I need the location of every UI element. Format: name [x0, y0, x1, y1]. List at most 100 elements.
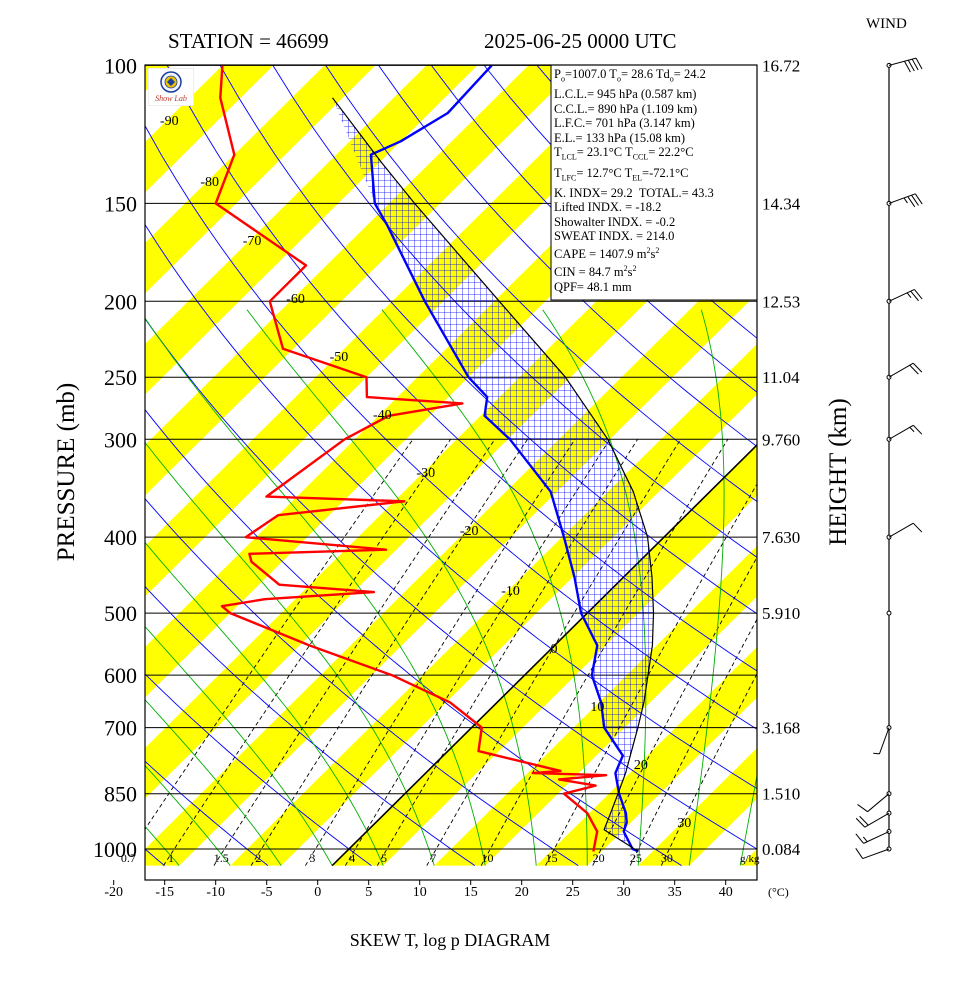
x-tick-label: 20	[515, 885, 529, 900]
wind-barb-feather	[914, 193, 923, 205]
wind-barb-staff	[862, 848, 890, 860]
dry-adiabat	[145, 408, 682, 866]
mixing-ratio-line	[480, 439, 729, 866]
t-lfc-el-line: TLFC= 12.7°C TEL=-72.1°C	[554, 165, 689, 183]
mixing-ratio-label: 30	[661, 851, 673, 865]
zero-isotherm	[331, 443, 757, 867]
x-tick-label: -20	[104, 885, 123, 900]
mixing-ratio-label: 4	[349, 851, 355, 865]
mixing-ratio-label: 1	[168, 851, 174, 865]
wind-barb-feather	[911, 58, 919, 71]
isotherm-band	[145, 243, 757, 866]
mixing-ratio-label: 25	[630, 851, 642, 865]
x-tick-label: 15	[464, 885, 478, 900]
pressure-tick-label: 300	[104, 427, 137, 452]
moist-adiabat	[246, 309, 537, 866]
height-tick-label: 9.760	[762, 430, 800, 449]
x-tick-label: 5	[365, 885, 372, 900]
mixing-ratio-line	[250, 439, 528, 866]
dry-adiabat	[431, 65, 757, 393]
dry-adiabat	[145, 498, 579, 866]
pressure-tick-label: 500	[104, 601, 137, 626]
wind-barb-feather	[855, 848, 864, 859]
isotherm-band	[145, 65, 682, 597]
dry-adiabat	[219, 65, 757, 615]
x-tick-label: -15	[155, 885, 174, 900]
indices-box	[550, 64, 758, 301]
isotherm-label: -60	[286, 292, 305, 307]
isotherm-band	[740, 849, 757, 866]
wind-barb-staff	[863, 831, 890, 844]
mixing-ratio-label: 20	[593, 851, 605, 865]
moist-adiabats	[145, 309, 757, 866]
mixing-ratio-label: 1.5	[214, 851, 229, 865]
isotherm-label: -70	[243, 234, 262, 249]
wind-barb-staff	[867, 793, 890, 813]
mixing-ratio-label: 10	[482, 851, 494, 865]
wind-barb-staff	[864, 812, 890, 828]
height-tick-label: 11.04	[762, 368, 800, 387]
isotherm-band	[145, 65, 478, 395]
pressure-tick-label: 200	[104, 289, 137, 314]
isotherm-label: 0	[551, 642, 558, 657]
isotherm-band	[145, 65, 274, 193]
pressure-tick-label: 700	[104, 716, 137, 741]
cape-hatch	[332, 97, 654, 852]
isotherm-label: -10	[501, 584, 520, 599]
mixing-ratio-line	[629, 618, 757, 866]
isotherm-band	[536, 647, 757, 866]
wind-barb-half-feather	[903, 197, 908, 204]
moist-adiabat	[381, 309, 588, 866]
wind-column	[855, 57, 923, 860]
wind-barb-half-feather	[862, 836, 868, 843]
t-lcl-ccl-line: TLCL= 23.1°C TCCL= 22.2°C	[554, 145, 694, 162]
moist-adiabat	[145, 699, 282, 866]
wind-barb-feather	[907, 196, 916, 208]
dry-adiabat	[166, 65, 757, 672]
zero-isotherm-line	[331, 443, 757, 867]
k-index-line: K. INDX= 29.2 TOTAL.= 43.3	[554, 185, 714, 200]
mixing-ratio-label: 2	[255, 851, 261, 865]
height-tick-label: 7.630	[762, 528, 800, 547]
height-tick-label: 16.72	[762, 56, 800, 75]
lifted-index-line: Lifted INDX. = -18.2	[554, 200, 662, 215]
pressure-tick-label: 600	[104, 663, 137, 688]
parcel-trace	[332, 97, 655, 852]
sweat-index-line: SWEAT INDX. = 214.0	[554, 229, 675, 244]
dry-adiabat	[378, 65, 757, 448]
logo-text: Show Lab	[155, 94, 187, 103]
wind-barb-feather	[909, 364, 919, 375]
wind-barb-staff	[888, 362, 914, 378]
wind-barb-feather	[855, 817, 866, 828]
isotherm-band	[145, 65, 376, 294]
moist-adiabat	[688, 309, 725, 866]
moist-adiabat	[145, 441, 435, 866]
wind-barb-feather	[910, 290, 919, 302]
isotherm-label: -20	[460, 524, 479, 539]
isotherm-band	[434, 546, 757, 866]
wind-barb-half-feather	[906, 292, 912, 298]
plot-frame	[144, 64, 758, 881]
cin-line: CIN = 84.7 m2s2	[554, 263, 637, 279]
isotherm-label: 10	[590, 700, 604, 715]
height-tick-label: 3.168	[762, 719, 800, 738]
stability-indices: Po=1007.0 To= 28.6 Tdo= 24.2 L.C.L.= 945…	[554, 67, 754, 294]
moist-adiabat	[145, 625, 333, 866]
pressure-tick-label: 400	[104, 525, 137, 550]
wind-barb-feather	[859, 815, 869, 826]
surface-line: Po=1007.0 To= 28.6 Tdo= 24.2	[554, 67, 706, 84]
pressure-tick-label: 150	[104, 191, 137, 216]
mixing-ratio-unit: g/kg	[740, 853, 760, 865]
wind-station	[886, 610, 892, 616]
station-label: STATION = 46699	[168, 29, 329, 53]
isotherm-label: -40	[373, 408, 392, 423]
mixing-ratio-label: 15	[546, 851, 558, 865]
wind-barb-feather	[907, 59, 915, 72]
wind-barb-feather	[904, 61, 911, 73]
station-logo: Show Lab	[147, 67, 195, 107]
wind-barb-half-feather	[909, 426, 915, 433]
isotherm-label: -30	[416, 466, 435, 481]
cape-line: CAPE = 1407.9 m2s2	[554, 246, 660, 262]
